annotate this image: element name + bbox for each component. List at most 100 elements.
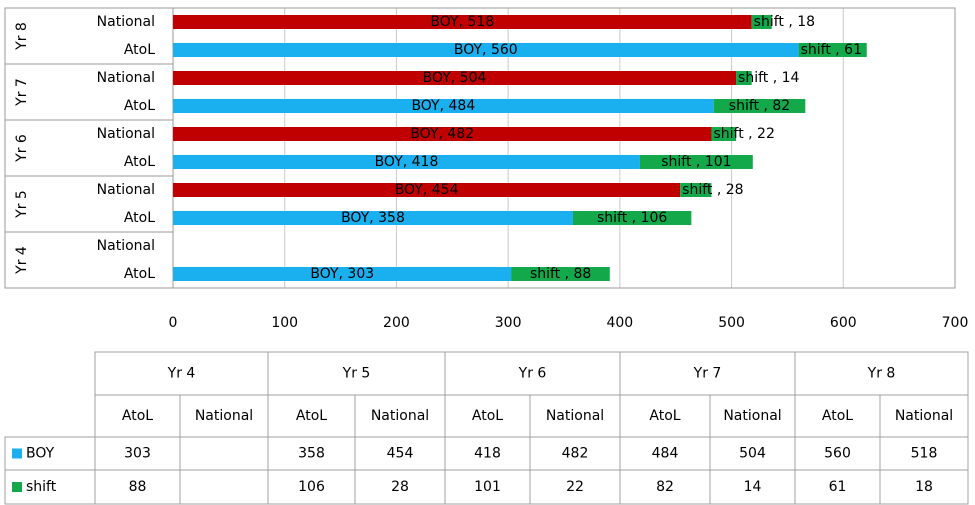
- bar-segment: [173, 211, 573, 225]
- table-value: 14: [744, 479, 762, 495]
- bar-segment: [713, 99, 806, 113]
- table-category-header: AtoL: [472, 408, 503, 424]
- table-group-header: Yr 8: [867, 366, 896, 382]
- bar-segment: [680, 183, 712, 197]
- table-value: 504: [739, 446, 766, 462]
- y-tick-label: AtoL: [124, 98, 155, 114]
- table-group-header: Yr 5: [342, 366, 371, 382]
- table-value: 88: [129, 479, 147, 495]
- legend-label: BOY: [26, 446, 55, 462]
- y-tick-label: AtoL: [124, 154, 155, 170]
- table-group-header: Yr 6: [518, 366, 547, 382]
- y-tick-label: AtoL: [124, 42, 155, 58]
- bar-segment: [798, 43, 867, 57]
- data-label: BOY, 518: [430, 14, 494, 30]
- data-label: shift , 28: [682, 182, 743, 198]
- group-label: Yr 7: [14, 78, 30, 107]
- table-value: 358: [298, 446, 325, 462]
- table-value: 303: [124, 446, 151, 462]
- bar-segment: [511, 267, 610, 281]
- bar-segment: [711, 127, 737, 141]
- table-group-header: Yr 7: [693, 366, 722, 382]
- table-value: 518: [911, 446, 938, 462]
- y-tick-label: National: [97, 126, 155, 142]
- table-value: 106: [298, 479, 325, 495]
- table-value: 22: [566, 479, 584, 495]
- plot-frame: [4, 7, 956, 289]
- group-label: Yr 8: [14, 22, 30, 51]
- x-tick-label: 100: [271, 315, 298, 331]
- table-value: 418: [474, 446, 501, 462]
- legend-swatch: [12, 448, 22, 459]
- bar-segment: [173, 15, 752, 29]
- table-value: 101: [474, 479, 501, 495]
- group-label: Yr 4: [14, 246, 30, 275]
- bar-segment: [751, 15, 772, 29]
- table-category-header: AtoL: [122, 408, 153, 424]
- table-category-header: AtoL: [822, 408, 853, 424]
- y-tick-label: AtoL: [124, 210, 155, 226]
- data-label: shift , 88: [530, 266, 591, 282]
- y-tick-label: National: [97, 14, 155, 30]
- bar-segment: [173, 127, 712, 141]
- data-label: BOY, 560: [454, 42, 518, 58]
- table-category-header: AtoL: [296, 408, 327, 424]
- y-tick-label: National: [97, 182, 155, 198]
- table-category-header: National: [371, 408, 429, 424]
- x-tick-label: 600: [830, 315, 857, 331]
- x-tick-label: 200: [383, 315, 410, 331]
- data-label: shift , 18: [754, 14, 815, 30]
- data-label: BOY, 303: [310, 266, 374, 282]
- bar-segment: [173, 155, 640, 169]
- group-label: Yr 5: [14, 190, 30, 219]
- bar-segment: [572, 211, 692, 225]
- data-label: BOY, 484: [411, 98, 475, 114]
- table-value: 560: [824, 446, 851, 462]
- table-cell: [179, 436, 269, 471]
- table-category-header: National: [546, 408, 604, 424]
- data-label: shift , 61: [801, 42, 862, 58]
- data-label: shift , 82: [729, 98, 790, 114]
- x-tick-label: 500: [718, 315, 745, 331]
- y-tick-label: National: [97, 70, 155, 86]
- bar-segment: [173, 183, 681, 197]
- table-value: 28: [391, 479, 409, 495]
- data-label: BOY, 358: [341, 210, 405, 226]
- bar-segment: [173, 99, 714, 113]
- group-label: Yr 6: [14, 134, 30, 163]
- data-label: BOY, 454: [395, 182, 459, 198]
- bar-segment: [173, 43, 799, 57]
- table-category-header: AtoL: [649, 408, 680, 424]
- table-value: 482: [562, 446, 589, 462]
- data-label: BOY, 504: [423, 70, 487, 86]
- table-value: 82: [656, 479, 674, 495]
- y-tick-label: National: [97, 238, 155, 254]
- table-value: 18: [915, 479, 933, 495]
- data-label: shift , 101: [661, 154, 731, 170]
- x-tick-label: 400: [606, 315, 633, 331]
- bar-segment: [173, 267, 512, 281]
- x-tick-label: 700: [942, 315, 969, 331]
- table-value: 61: [829, 479, 847, 495]
- bar-segment: [736, 71, 752, 85]
- table-category-header: National: [195, 408, 253, 424]
- data-label: shift , 22: [713, 126, 774, 142]
- table-value: 484: [652, 446, 679, 462]
- x-tick-label: 0: [169, 315, 178, 331]
- table-value: 454: [387, 446, 414, 462]
- data-label: BOY, 482: [410, 126, 474, 142]
- data-label: shift , 14: [738, 70, 799, 86]
- bar-segment: [639, 155, 753, 169]
- table-category-header: National: [723, 408, 781, 424]
- data-label: BOY, 418: [375, 154, 439, 170]
- table-category-header: National: [895, 408, 953, 424]
- data-label: shift , 106: [597, 210, 667, 226]
- table-cell: [879, 469, 969, 505]
- table-cell: [179, 469, 269, 505]
- table-group-header: Yr 4: [167, 366, 196, 382]
- legend-label: shift: [26, 479, 57, 495]
- bar-segment: [173, 71, 737, 85]
- x-tick-label: 300: [495, 315, 522, 331]
- y-tick-label: AtoL: [124, 266, 155, 282]
